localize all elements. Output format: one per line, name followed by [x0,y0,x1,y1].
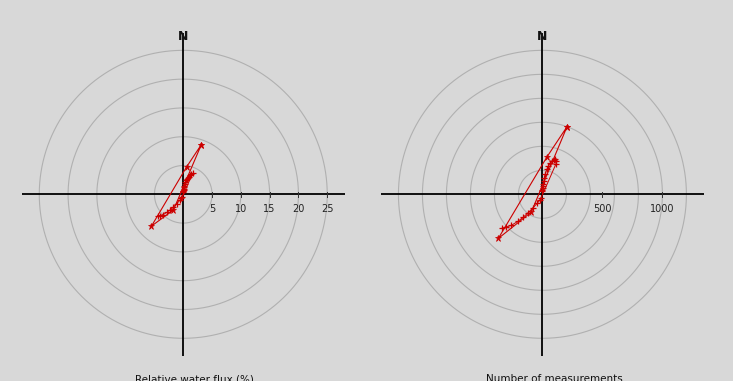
Text: 5: 5 [209,204,216,214]
Text: Relative water flux (%)
per 15 deg sector: Relative water flux (%) per 15 deg secto… [136,374,254,381]
Text: 1000: 1000 [650,204,674,214]
Text: Number of measurements
per 15 deg sector: Number of measurements per 15 deg sector [485,374,622,381]
Text: N: N [537,30,548,43]
Text: 20: 20 [292,204,305,214]
Text: 25: 25 [321,204,334,214]
Text: 500: 500 [593,204,611,214]
Text: 15: 15 [263,204,276,214]
Text: N: N [178,30,188,43]
Text: 10: 10 [235,204,247,214]
